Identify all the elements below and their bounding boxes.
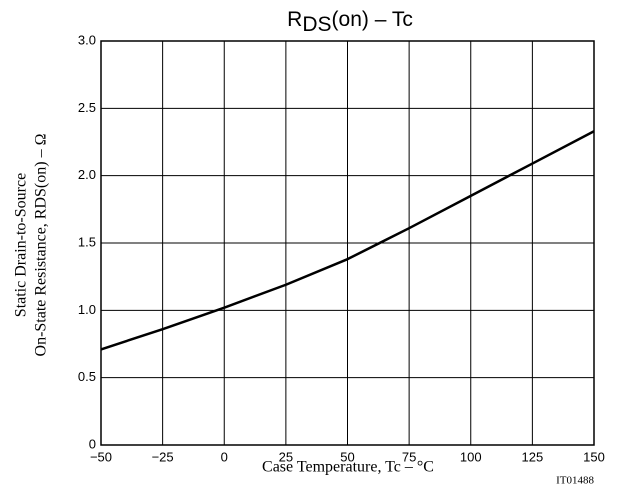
y-tick-label: 1.0 xyxy=(78,302,96,317)
y-tick-label: 3.0 xyxy=(78,32,96,47)
y-axis-label: Static Drain-to-Source xyxy=(13,173,30,317)
y-tick-label: 1.5 xyxy=(78,234,96,249)
y-axis-label: On-State Resistance, RDS(on) – Ω xyxy=(33,133,50,356)
x-tick-label: 100 xyxy=(460,449,482,464)
x-tick-label: 25 xyxy=(279,449,293,464)
title-symbol: R xyxy=(287,8,302,31)
figure-code: IT01488 xyxy=(556,475,594,487)
x-tick-label: 125 xyxy=(522,449,544,464)
chart-title: RDS(on) – Tc xyxy=(287,8,413,36)
title-rest: (on) – Tc xyxy=(332,8,413,31)
x-tick-label: 150 xyxy=(583,449,605,464)
title-subscript: DS xyxy=(302,13,331,36)
x-tick-label: 50 xyxy=(340,449,354,464)
x-tick-label: 75 xyxy=(402,449,416,464)
y-tick-label: 2.0 xyxy=(78,167,96,182)
x-tick-label: −25 xyxy=(152,449,174,464)
x-axis-label: Case Temperature, Tc – °C xyxy=(262,459,434,476)
x-tick-label: −50 xyxy=(90,449,112,464)
y-tick-label: 2.5 xyxy=(78,100,96,115)
curve xyxy=(100,130,595,351)
y-tick-label: 0 xyxy=(89,436,96,451)
plot-frame xyxy=(100,40,595,446)
x-tick-label: 0 xyxy=(221,449,228,464)
y-tick-label: 0.5 xyxy=(78,369,96,384)
